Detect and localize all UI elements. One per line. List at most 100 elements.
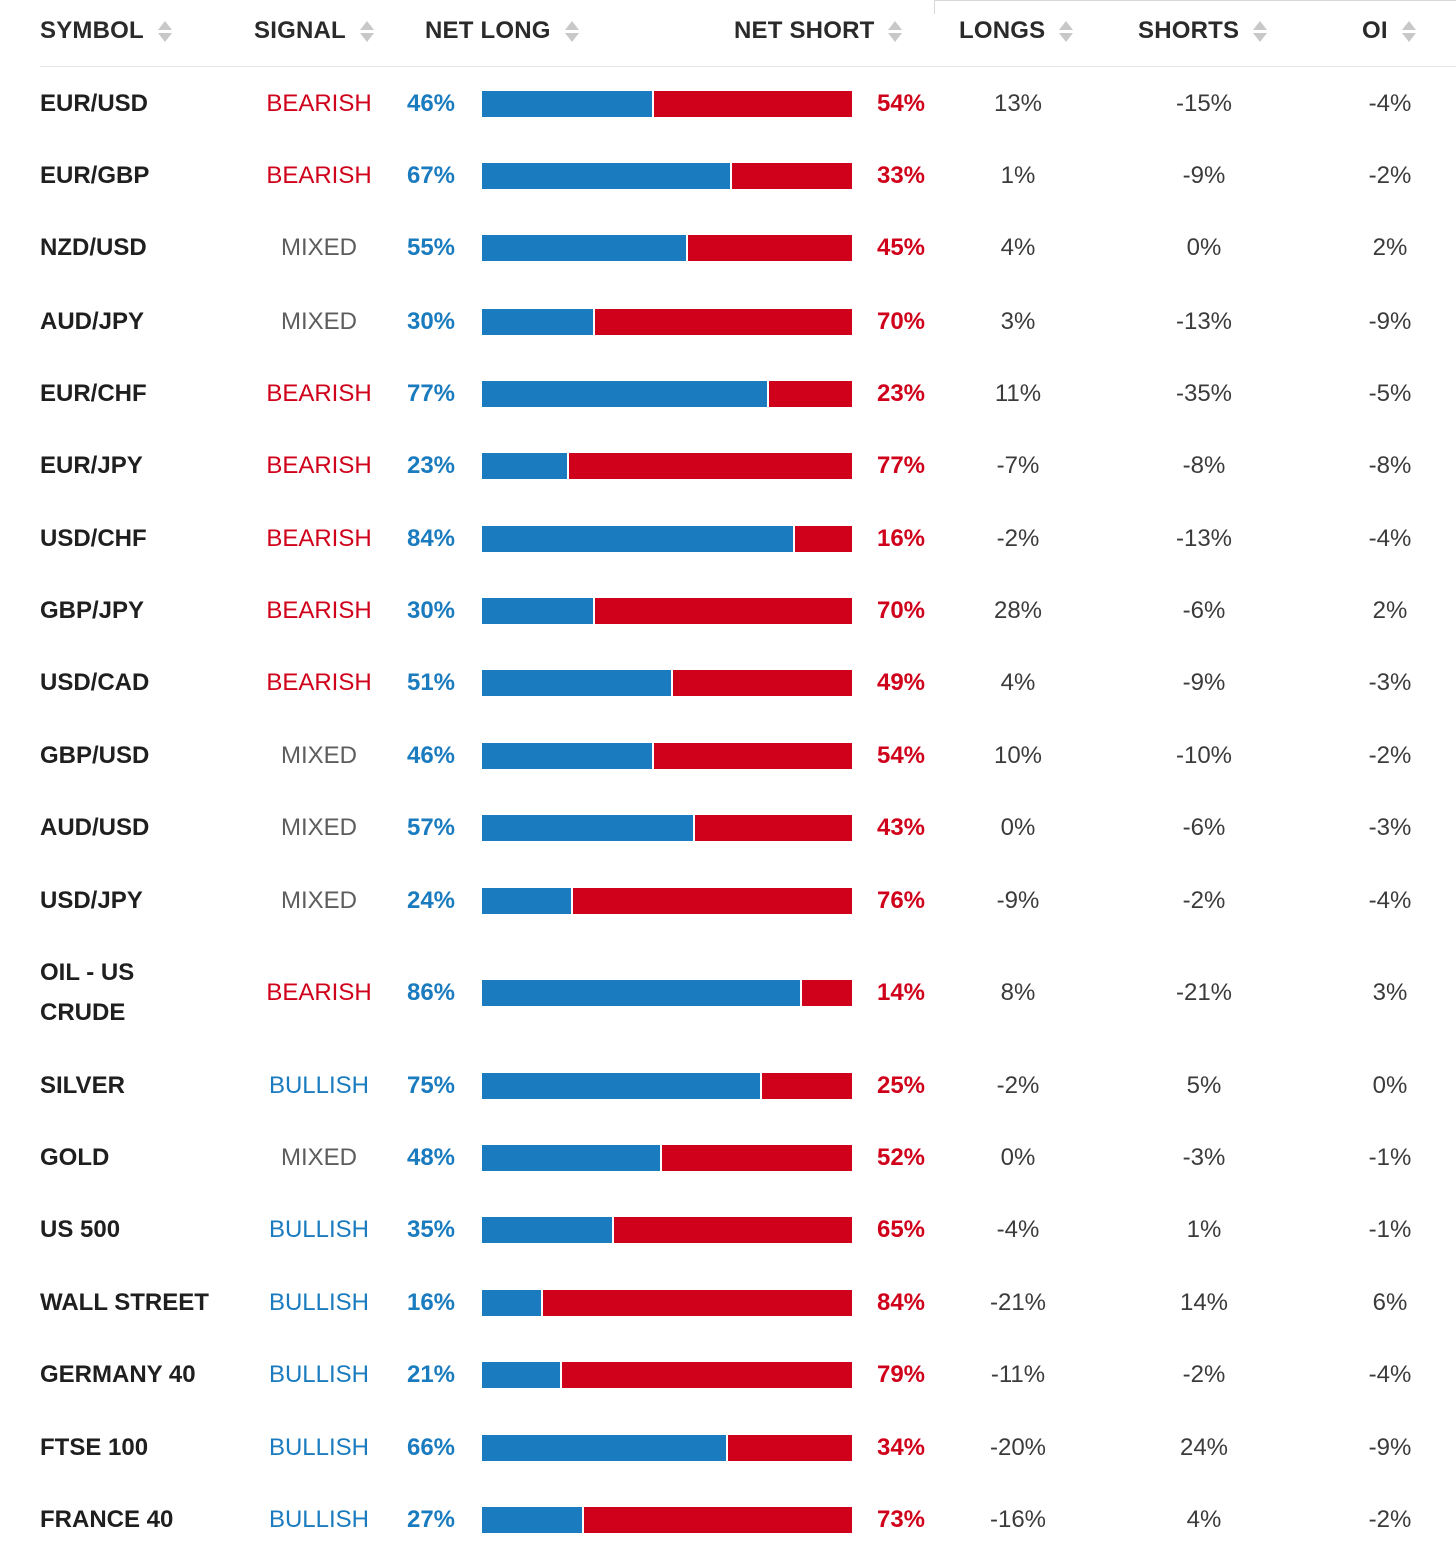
net-long-bar (482, 1435, 727, 1461)
net-long-value: 30% (406, 308, 456, 335)
table-row[interactable]: GERMANY 40 BULLISH 21% 79% -11% -2% -4% (0, 1345, 1456, 1405)
table-header: SYMBOL SIGNAL NET LONG NET SHORT LONGS S… (0, 0, 1456, 68)
table-row[interactable]: USD/CAD BEARISH 51% 49% 4% -9% -3% (0, 653, 1456, 713)
open-interest-change: 0% (1372, 1072, 1408, 1099)
net-short-value: 49% (876, 669, 926, 696)
sort-icon[interactable] (359, 20, 374, 42)
sort-icon[interactable] (888, 20, 903, 42)
shorts-change: -15% (1175, 90, 1233, 117)
sentiment-bar (482, 235, 852, 261)
net-long-value: 86% (406, 979, 456, 1006)
sentiment-bar (482, 526, 852, 552)
sentiment-bar (482, 1073, 852, 1099)
table-row[interactable]: AUD/USD MIXED 57% 43% 0% -6% -3% (0, 798, 1456, 858)
sentiment-bar (482, 453, 852, 479)
table-row[interactable]: OIL - US CRUDE BEARISH 86% 14% 8% -21% 3% (0, 945, 1456, 1041)
sentiment-bar (482, 309, 852, 335)
net-short-bar (729, 163, 852, 189)
net-long-value: 51% (406, 669, 456, 696)
table-row[interactable]: SILVER BULLISH 75% 25% -2% 5% 0% (0, 1056, 1456, 1116)
longs-change: 0% (1000, 1144, 1036, 1171)
symbol-link[interactable]: USD/JPY (40, 887, 143, 914)
net-short-bar (652, 743, 852, 769)
symbol-link[interactable]: WALL STREET (40, 1289, 209, 1316)
column-header-symbol[interactable]: SYMBOL (40, 17, 172, 45)
symbol-link[interactable]: EUR/USD (40, 90, 149, 117)
open-interest-change: -4% (1368, 1361, 1412, 1388)
signal-label: BEARISH (266, 162, 372, 189)
table-row[interactable]: GBP/USD MIXED 46% 54% 10% -10% -2% (0, 726, 1456, 786)
symbol-link[interactable]: GOLD (40, 1144, 110, 1171)
shorts-change: 24% (1179, 1434, 1229, 1461)
symbol-link[interactable]: FTSE 100 (40, 1434, 149, 1461)
sort-icon[interactable] (1253, 20, 1268, 42)
net-long-bar (482, 163, 730, 189)
table-row[interactable]: AUD/JPY MIXED 30% 70% 3% -13% -9% (0, 292, 1456, 352)
column-header-net-short[interactable]: NET SHORT (734, 17, 903, 45)
header-divider (934, 0, 935, 14)
table-row[interactable]: GBP/JPY BEARISH 30% 70% 28% -6% 2% (0, 581, 1456, 641)
table-row[interactable]: FRANCE 40 BULLISH 27% 73% -16% 4% -2% (0, 1490, 1456, 1550)
net-long-value: 24% (406, 887, 456, 914)
symbol-link[interactable]: EUR/GBP (40, 162, 150, 189)
symbol-link[interactable]: US 500 (40, 1216, 121, 1243)
symbol-link[interactable]: AUD/USD (40, 814, 150, 841)
sentiment-bar (482, 163, 852, 189)
column-header-signal[interactable]: SIGNAL (254, 17, 374, 45)
symbol-link[interactable]: SILVER (40, 1072, 125, 1099)
net-short-bar (800, 980, 852, 1006)
net-long-bar (482, 91, 653, 117)
table-row[interactable]: NZD/USD MIXED 55% 45% 4% 0% 2% (0, 218, 1456, 278)
table-row[interactable]: FTSE 100 BULLISH 66% 34% -20% 24% -9% (0, 1418, 1456, 1478)
symbol-link[interactable]: NZD/USD (40, 234, 147, 261)
signal-label: MIXED (280, 742, 357, 769)
sort-icon[interactable] (1059, 20, 1074, 42)
table-row[interactable]: US 500 BULLISH 35% 65% -4% 1% -1% (0, 1200, 1456, 1260)
sort-icon[interactable] (1401, 20, 1416, 42)
table-row[interactable]: WALL STREET BULLISH 16% 84% -21% 14% 6% (0, 1273, 1456, 1333)
net-short-value: 70% (876, 597, 926, 624)
symbol-link[interactable]: OIL - US CRUDE (40, 959, 135, 1026)
net-short-bar (567, 453, 852, 479)
net-short-value: 79% (876, 1361, 926, 1388)
sentiment-bar (482, 598, 852, 624)
signal-label: MIXED (280, 308, 357, 335)
net-short-bar (581, 1507, 852, 1533)
symbol-link[interactable]: GBP/USD (40, 742, 150, 769)
sentiment-bar (482, 1362, 852, 1388)
symbol-link[interactable]: GBP/JPY (40, 597, 145, 624)
signal-label: BULLISH (268, 1289, 370, 1316)
table-row[interactable]: EUR/USD BEARISH 46% 54% 13% -15% -4% (0, 74, 1456, 134)
net-short-bar (559, 1362, 852, 1388)
open-interest-change: -2% (1368, 742, 1412, 769)
net-short-bar (659, 1145, 852, 1171)
signal-label: BEARISH (266, 597, 372, 624)
shorts-change: -9% (1182, 162, 1226, 189)
column-header-oi[interactable]: OI (1362, 17, 1416, 45)
table-row[interactable]: EUR/JPY BEARISH 23% 77% -7% -8% -8% (0, 436, 1456, 496)
symbol-link[interactable]: EUR/CHF (40, 380, 147, 407)
table-row[interactable]: USD/JPY MIXED 24% 76% -9% -2% -4% (0, 871, 1456, 931)
symbol-link[interactable]: GERMANY 40 (40, 1361, 196, 1388)
symbol-link[interactable]: AUD/JPY (40, 308, 145, 335)
column-header-net-long[interactable]: NET LONG (425, 17, 579, 45)
net-short-value: 54% (876, 90, 926, 117)
net-short-bar (692, 815, 852, 841)
symbol-link[interactable]: USD/CAD (40, 669, 150, 696)
symbol-link[interactable]: USD/CHF (40, 525, 147, 552)
column-header-shorts[interactable]: SHORTS (1138, 17, 1268, 45)
column-header-label: SYMBOL (40, 17, 144, 44)
table-row[interactable]: EUR/CHF BEARISH 77% 23% 11% -35% -5% (0, 364, 1456, 424)
column-header-longs[interactable]: LONGS (959, 17, 1074, 45)
shorts-change: -2% (1182, 1361, 1226, 1388)
sort-icon[interactable] (157, 20, 172, 42)
net-short-value: 73% (876, 1506, 926, 1533)
signal-label: BEARISH (266, 380, 372, 407)
symbol-link[interactable]: FRANCE 40 (40, 1506, 174, 1533)
table-row[interactable]: EUR/GBP BEARISH 67% 33% 1% -9% -2% (0, 146, 1456, 206)
table-row[interactable]: GOLD MIXED 48% 52% 0% -3% -1% (0, 1128, 1456, 1188)
net-long-value: 23% (406, 452, 456, 479)
symbol-link[interactable]: EUR/JPY (40, 452, 143, 479)
table-row[interactable]: USD/CHF BEARISH 84% 16% -2% -13% -4% (0, 509, 1456, 569)
sort-icon[interactable] (564, 20, 579, 42)
